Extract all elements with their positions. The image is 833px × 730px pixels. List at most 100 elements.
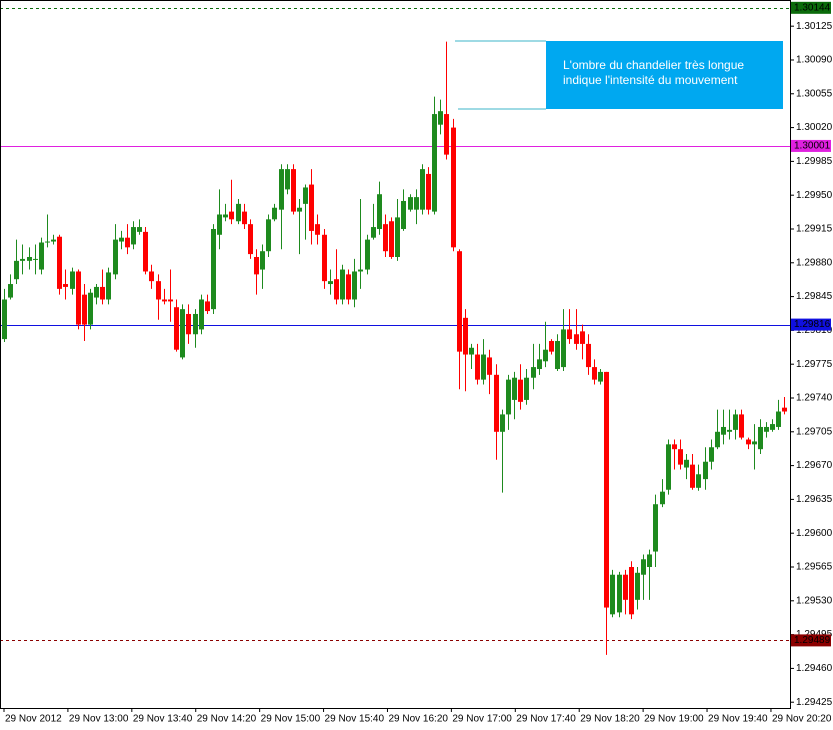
candle-body (561, 329, 566, 368)
y-tick-label: 1.29460 (796, 663, 833, 674)
candle-body (211, 228, 216, 310)
candle-body (229, 211, 234, 220)
y-tick-label: 1.29530 (796, 595, 833, 606)
candle-body (76, 271, 81, 325)
candle-body (666, 444, 671, 490)
candle-body (94, 286, 99, 298)
candle-body (119, 237, 124, 242)
candle-body (266, 219, 271, 252)
level-label-box (791, 139, 831, 152)
candle-body (358, 269, 363, 272)
candle-body (401, 200, 406, 229)
candle-body (82, 294, 87, 325)
candle-body (248, 224, 253, 255)
candle-body (14, 260, 19, 280)
candle-body (156, 281, 161, 300)
candle-body (162, 299, 167, 302)
candle-body (346, 274, 351, 300)
candle-body (217, 214, 222, 235)
candle-body (174, 307, 179, 350)
y-tick-label: 1.30055 (796, 88, 833, 99)
x-tick-label: 29 Nov 18:20 (580, 714, 640, 725)
candle-body (260, 251, 265, 270)
y-tick-label: 1.29705 (796, 426, 833, 437)
candle-body (635, 572, 640, 600)
level-label: 1.30144 (794, 2, 831, 13)
x-tick-label: 29 Nov 17:40 (516, 714, 576, 725)
candle-body (598, 371, 603, 382)
y-tick-label: 1.29600 (796, 528, 833, 539)
candle-body (524, 377, 529, 400)
candle-body (770, 424, 775, 430)
candle-body (653, 504, 658, 552)
level-label-box (791, 634, 831, 647)
candle-body (143, 231, 148, 272)
plot-area (0, 8, 790, 655)
candle-body (512, 377, 517, 400)
x-tick-label: 29 Nov 19:00 (644, 714, 704, 725)
candle-body (703, 461, 708, 480)
y-tick-label: 1.29985 (796, 156, 833, 167)
candle-body (254, 256, 259, 275)
candle-body (752, 441, 757, 445)
x-tick-label: 29 Nov 20:20 (772, 714, 832, 725)
candle-body (709, 447, 714, 462)
x-tick-label: 29 Nov 13:00 (69, 714, 129, 725)
candle-body (715, 431, 720, 448)
candle-body (27, 256, 32, 261)
candle-body (414, 197, 419, 210)
y-tick-label: 1.29915 (796, 224, 833, 235)
candle-body (205, 301, 210, 312)
candle-body (88, 292, 93, 325)
candle-body (279, 169, 284, 210)
candle-body (168, 299, 173, 302)
level-label: 1.29489 (794, 635, 831, 646)
candle-body (51, 239, 56, 242)
candle-body (727, 429, 732, 432)
y-tick-label: 1.29880 (796, 257, 833, 268)
candle-body (518, 379, 523, 402)
y-tick-label: 1.29740 (796, 393, 833, 404)
candle-body (592, 367, 597, 380)
candle-body (285, 169, 290, 190)
candle-body (580, 331, 585, 344)
candle-body (660, 491, 665, 505)
candle-body (149, 271, 154, 282)
candle-body (746, 439, 751, 445)
x-tick-label: 29 Nov 2012 (5, 714, 62, 725)
candle-body (70, 271, 75, 289)
candle-body (272, 207, 277, 220)
candle-body (610, 574, 615, 615)
candle-body (242, 211, 247, 225)
candle-body (180, 309, 185, 358)
candle-body (500, 414, 505, 432)
candle-body (567, 329, 572, 340)
candle-body (2, 299, 7, 340)
y-tick-label: 1.29775 (796, 359, 833, 370)
level-label-box (791, 1, 831, 14)
candle-body (315, 224, 320, 235)
candle-body (100, 286, 105, 300)
candle-body (193, 313, 198, 335)
candle-body (365, 239, 370, 270)
x-tick-label: 29 Nov 15:00 (261, 714, 321, 725)
candle-body (377, 194, 382, 229)
candle-body (543, 349, 548, 362)
candle-body (444, 114, 449, 155)
candle-body (457, 251, 462, 352)
x-tick-label: 29 Nov 16:20 (388, 714, 448, 725)
annotation-box (546, 41, 783, 109)
candle-body (395, 217, 400, 257)
level-label: 1.29816 (794, 319, 831, 330)
candle-body (426, 173, 431, 210)
candle-body (383, 224, 388, 252)
candle-body (782, 407, 787, 412)
plot-frame (0, 0, 791, 709)
x-tick-label: 29 Nov 19:40 (708, 714, 768, 725)
candle-body (106, 272, 111, 300)
candle-body (506, 379, 511, 415)
candle-body (432, 114, 437, 212)
candle-body (623, 574, 628, 600)
